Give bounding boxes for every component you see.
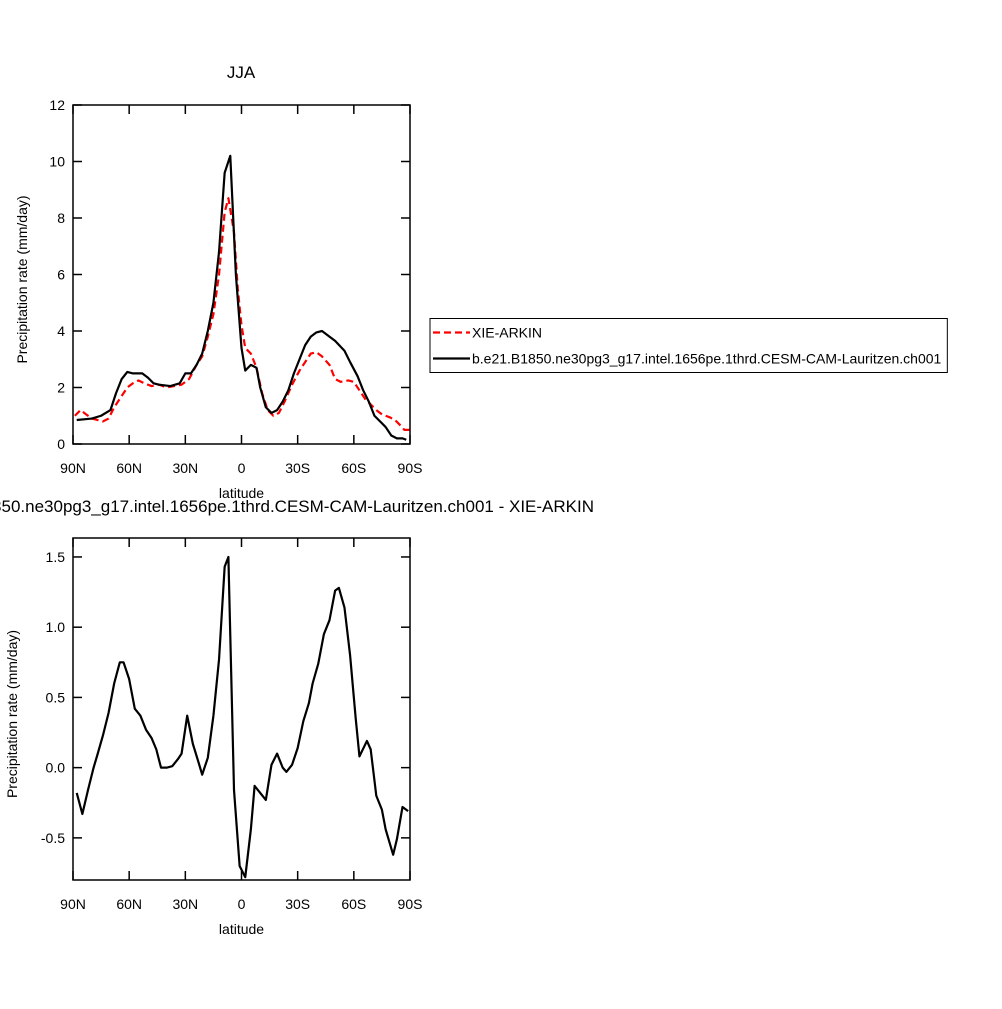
x-tick-label: 60N	[116, 460, 142, 476]
plot-frame	[72, 537, 411, 881]
y-tick-label: 8	[57, 210, 65, 226]
y-axis-label: Precipitation rate (mm/day)	[4, 630, 20, 798]
y-tick-label: 6	[57, 267, 65, 283]
y-tick-label: 2	[57, 380, 65, 396]
data-line	[74, 197, 410, 431]
x-tick-label: 90S	[398, 460, 423, 476]
x-tick-label: 60S	[341, 896, 366, 912]
x-tick-label: 30S	[285, 896, 310, 912]
x-tick-label: 60N	[116, 896, 142, 912]
x-tick-label: 0	[238, 460, 246, 476]
x-tick-label: 90N	[60, 460, 86, 476]
x-axis-label: latitude	[219, 485, 264, 501]
x-tick-label: 60S	[341, 460, 366, 476]
x-tick-label: 30N	[172, 896, 198, 912]
data-line	[75, 555, 409, 879]
y-tick-label: 10	[49, 154, 65, 170]
y-tick-label: 0.5	[46, 689, 66, 705]
x-tick-label: 30N	[172, 460, 198, 476]
y-tick-label: 0	[57, 436, 65, 452]
y-tick-label: 1.5	[46, 549, 66, 565]
y-tick-label: 12	[49, 97, 65, 113]
y-tick-label: 4	[57, 323, 65, 339]
legend-label: XIE-ARKIN	[472, 325, 542, 341]
x-tick-label: 30S	[285, 460, 310, 476]
legend-label: b.e21.B1850.ne30pg3_g17.intel.1656pe.1th…	[472, 351, 942, 367]
chart-title: b.e21.B1850.ne30pg3_g17.intel.1656pe.1th…	[0, 497, 594, 516]
x-tick-label: 0	[238, 896, 246, 912]
x-axis-label: latitude	[219, 921, 264, 937]
x-tick-label: 90N	[60, 896, 86, 912]
data-line	[76, 154, 407, 441]
y-tick-label: -0.5	[41, 830, 65, 846]
y-axis-label: Precipitation rate (mm/day)	[14, 195, 30, 363]
legend: XIE-ARKIN b.e21.B1850.ne30pg3_g17.intel.1…	[429, 318, 948, 373]
chart-title: JJA	[227, 63, 256, 82]
y-tick-label: 1.0	[46, 619, 66, 635]
legend-box	[429, 318, 948, 373]
x-tick-label: 90S	[398, 896, 423, 912]
y-tick-label: 0.0	[46, 760, 66, 776]
